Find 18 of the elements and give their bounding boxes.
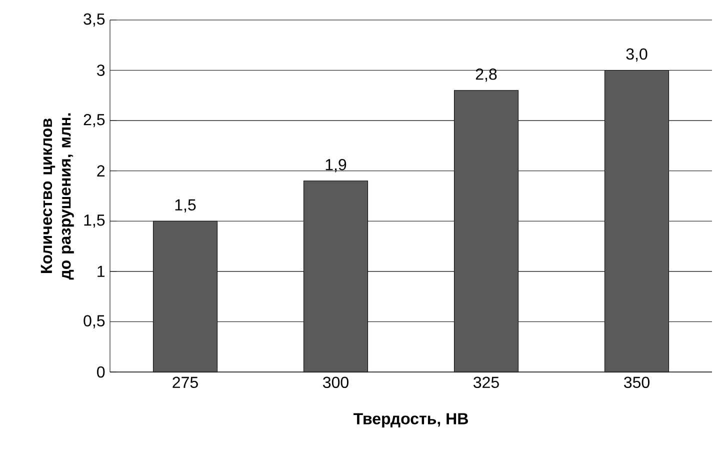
y-axis-title: Количество циклов до разрушения, млн. [40,113,74,280]
data-label: 1,9 [326,158,346,172]
x-tick-label: 325 [474,376,499,388]
x-tick-label: 300 [323,376,348,388]
y-tick-label: 2,5 [84,114,105,128]
x-tick-label: 350 [624,376,650,388]
y-tick-label: 1,5 [84,214,105,228]
y-tick-label: 2 [97,165,104,176]
y-tick-label: 1 [98,266,105,277]
x-axis-title: Твердость, НВ [354,413,468,428]
y-tick-label: 0 [97,366,105,378]
y-tick-label: 3 [97,64,105,76]
data-label: 3,0 [626,48,648,62]
x-tick-label: 275 [172,376,198,388]
data-label: 2,8 [476,68,497,82]
y-tick-label: 0,5 [84,315,105,328]
y-tick-label: 3,5 [84,13,105,27]
data-label: 1,5 [175,199,196,212]
